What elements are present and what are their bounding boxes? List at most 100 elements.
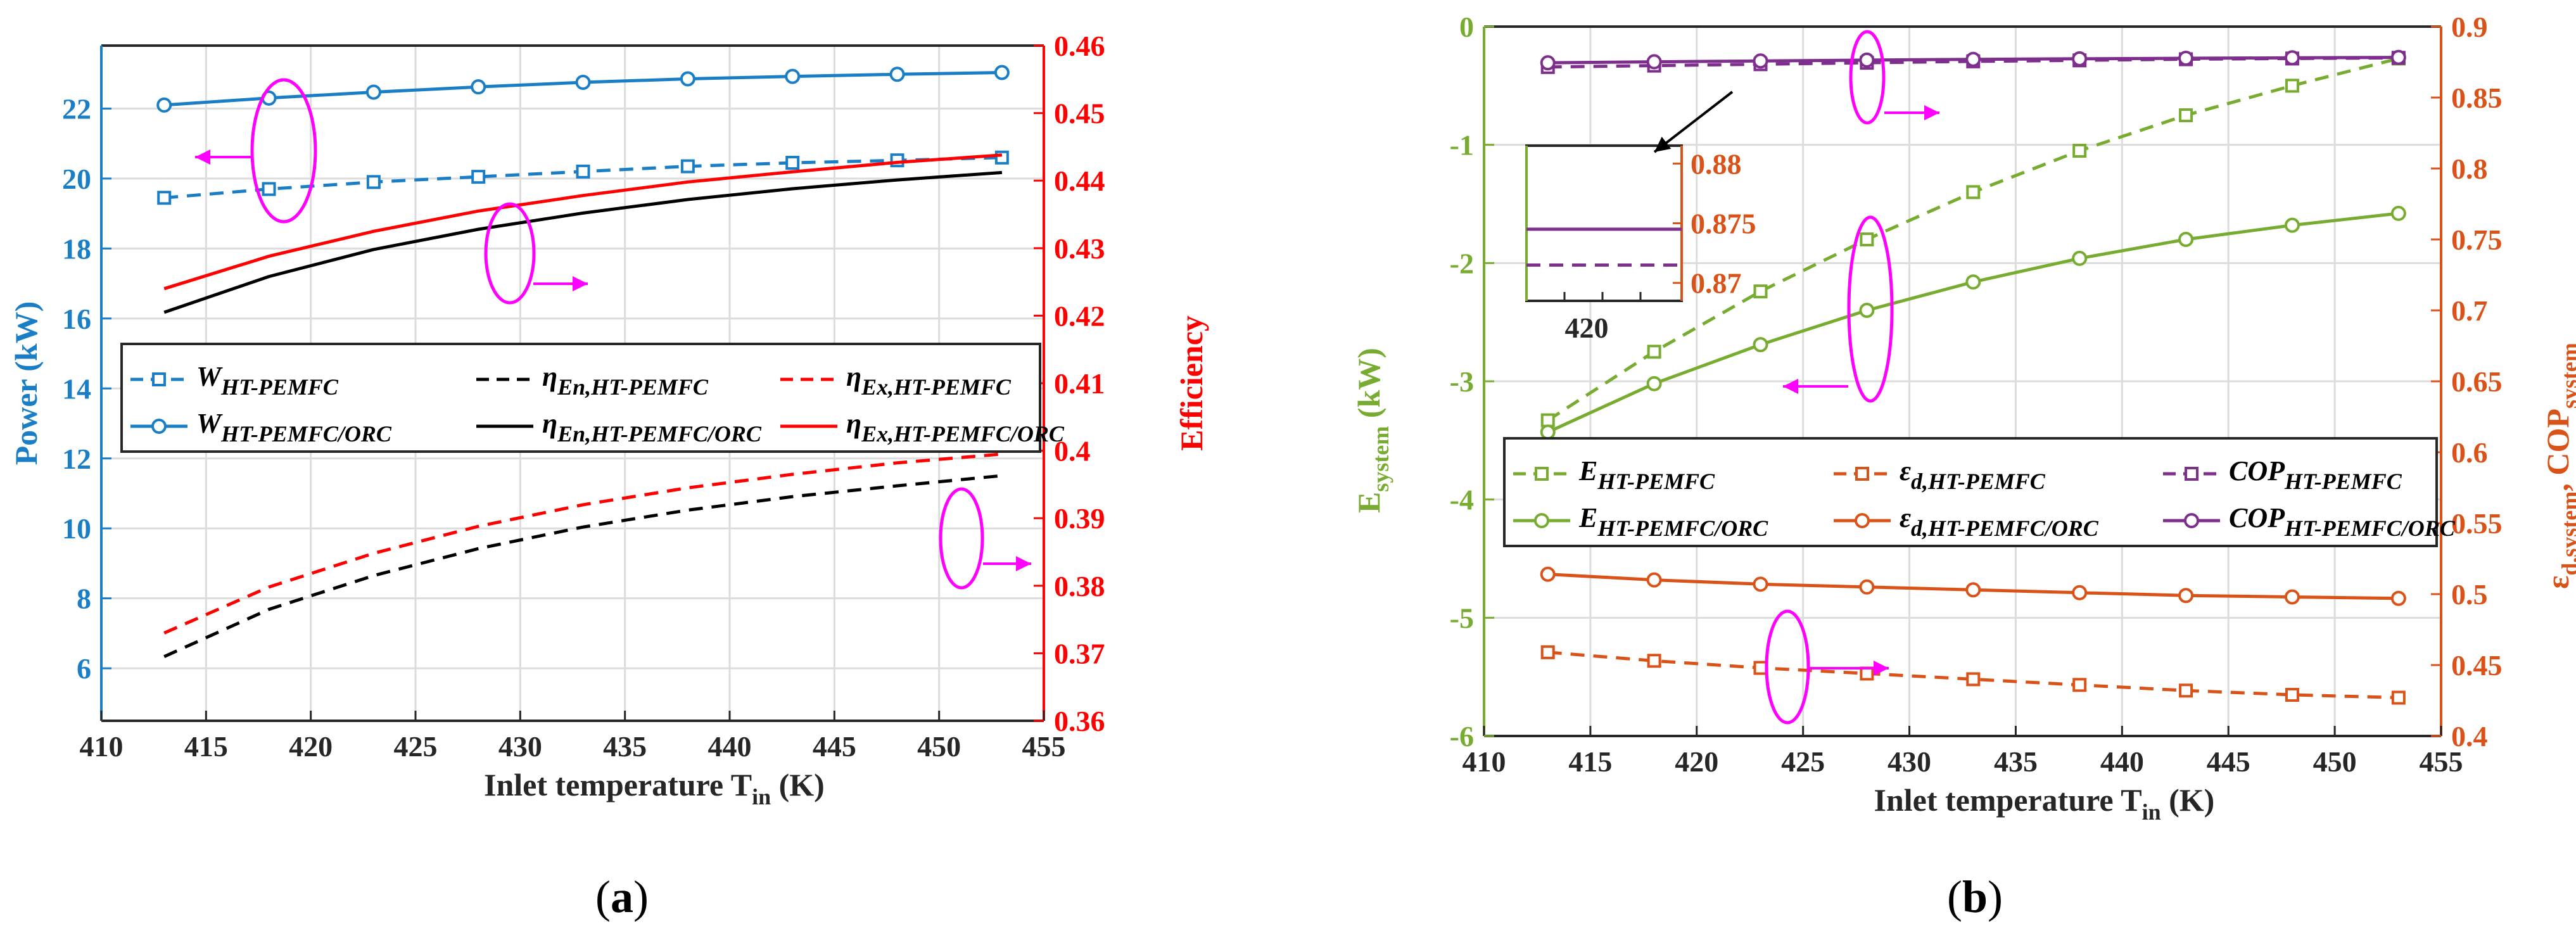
x-tick-label: 425 xyxy=(394,730,438,763)
annotation-ellipse xyxy=(939,487,984,590)
data-point xyxy=(994,150,1009,165)
annotation-arrow-head xyxy=(1924,105,1939,120)
data-point xyxy=(2178,232,2194,247)
inset-y-tick-label: 0.875 xyxy=(1691,208,1756,240)
inset-x-tick-label: 420 xyxy=(1565,312,1609,344)
y-tick-label: -5 xyxy=(1450,602,1474,634)
legend-label: ηEx,HT-PEMFC xyxy=(846,361,1012,400)
legend-marker xyxy=(1535,467,1549,481)
x-axis-label: Inlet temperature Tin (K) xyxy=(1874,782,2215,825)
legend-label: COPHT-PEMFC xyxy=(2229,455,2402,494)
legend-marker xyxy=(2184,513,2199,528)
y2-axis-label: εd,system, COPsystem xyxy=(2540,343,2576,589)
data-point xyxy=(2284,50,2300,66)
y-tick-label: 6 xyxy=(77,652,91,685)
legend-label: EHT-PEMFC/ORC xyxy=(1578,502,1768,541)
y2-tick-label: 0.75 xyxy=(2451,224,2503,256)
data-point xyxy=(2285,79,2299,93)
data-point xyxy=(2072,678,2087,692)
inset-box xyxy=(1525,144,1683,302)
legend-marker xyxy=(151,419,167,434)
x-axis-label: Inlet temperature Tin (K) xyxy=(484,767,825,809)
x-tick-label: 455 xyxy=(2420,745,2463,778)
annotation-arrow-head xyxy=(573,276,588,291)
inset-y-tick-label: 0.88 xyxy=(1691,148,1742,180)
x-tick-label: 440 xyxy=(708,730,752,763)
y-axis-label: Esystem (kW) xyxy=(1351,348,1393,513)
legend-marker xyxy=(2185,467,2198,481)
y2-tick-label: 0.5 xyxy=(2451,578,2488,611)
data-point xyxy=(366,175,381,189)
inset-pointer-arrow-head xyxy=(1654,136,1672,152)
data-point xyxy=(262,182,276,196)
series-line xyxy=(1547,650,2399,699)
legend-label: ηEn,HT-PEMFC/ORC xyxy=(542,408,762,447)
data-point xyxy=(2072,250,2088,266)
data-point xyxy=(2391,690,2406,705)
y2-tick-label: 0.7 xyxy=(2451,295,2488,327)
data-point xyxy=(156,97,172,113)
data-point xyxy=(1966,672,1981,687)
legend-label: εd,HT-PEMFC xyxy=(1900,455,2046,494)
data-point xyxy=(1647,654,1661,668)
annotation-arrow-head xyxy=(195,149,210,165)
x-tick-label: 445 xyxy=(813,730,856,763)
x-tick-label: 410 xyxy=(80,730,124,763)
y2-tick-label: 0.43 xyxy=(1054,232,1105,265)
data-point xyxy=(575,74,591,90)
y2-tick-label: 0.85 xyxy=(2451,82,2503,114)
data-point xyxy=(2285,688,2299,702)
data-point xyxy=(2072,144,2087,158)
legend-label: WHT-PEMFC/ORC xyxy=(196,408,392,447)
data-point xyxy=(2390,205,2406,221)
y-tick-label: -2 xyxy=(1450,247,1474,279)
y2-tick-label: 0.6 xyxy=(2451,436,2488,469)
data-point xyxy=(994,65,1010,80)
data-point xyxy=(680,71,695,87)
legend-marker xyxy=(1855,467,1869,481)
data-point xyxy=(1860,232,1874,246)
data-point xyxy=(680,159,695,174)
y2-tick-label: 0.41 xyxy=(1054,367,1105,400)
series-line xyxy=(163,153,1003,291)
annotation-ellipse xyxy=(1765,609,1810,725)
annotation-arrow-head xyxy=(1783,379,1798,394)
x-tick-label: 415 xyxy=(184,730,228,763)
legend-label: COPHT-PEMFC/ORC xyxy=(2229,502,2456,541)
data-point xyxy=(1965,582,1981,598)
annotation-ellipse xyxy=(484,202,536,305)
y2-tick-label: 0.65 xyxy=(2451,365,2503,398)
data-point xyxy=(1859,303,1875,318)
panel-label-b: (b) xyxy=(1947,872,2003,922)
data-point xyxy=(2390,49,2406,65)
x-tick-label: 440 xyxy=(2100,745,2144,778)
data-point xyxy=(1540,55,1556,71)
x-tick-label: 420 xyxy=(289,730,333,763)
x-tick-label: 445 xyxy=(2207,745,2250,778)
y2-tick-label: 0.39 xyxy=(1054,502,1105,535)
y-tick-label: -4 xyxy=(1450,484,1474,516)
annotation-arrow-head xyxy=(1874,661,1889,676)
legend-label: WHT-PEMFC xyxy=(196,361,339,400)
y2-tick-label: 0.4 xyxy=(1054,435,1091,467)
series-line xyxy=(163,452,1003,635)
data-point xyxy=(1646,54,1662,70)
annotation-arrow-head xyxy=(1016,556,1031,571)
y2-tick-label: 0.38 xyxy=(1054,570,1105,602)
x-tick-label: 435 xyxy=(1994,745,2038,778)
data-point xyxy=(1647,345,1661,359)
legend-label: ηEx,HT-PEMFC/ORC xyxy=(846,408,1065,447)
data-point xyxy=(471,79,486,95)
x-tick-label: 435 xyxy=(603,730,647,763)
data-point xyxy=(576,164,590,179)
data-point xyxy=(1540,413,1555,428)
legend-marker xyxy=(1855,513,1870,528)
data-point xyxy=(2072,585,2088,600)
data-point xyxy=(1965,274,1981,290)
legend-label: ηEn,HT-PEMFC xyxy=(542,361,709,400)
legend-box xyxy=(1503,437,2438,547)
annotation-ellipse xyxy=(1847,215,1894,403)
y-tick-label: 14 xyxy=(62,372,91,405)
data-point xyxy=(1753,661,1768,675)
